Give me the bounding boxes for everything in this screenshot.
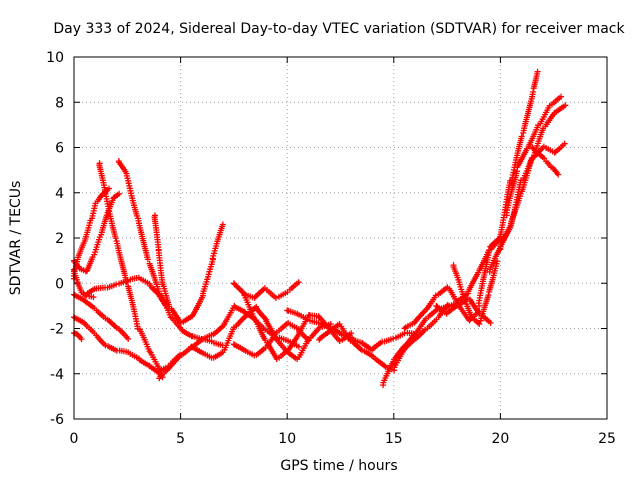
series-arc-18 xyxy=(380,234,504,389)
series-arc-25 xyxy=(503,93,564,219)
data-point-markers xyxy=(401,284,483,332)
series-arc-15 xyxy=(241,279,302,301)
series-arc-11 xyxy=(156,302,302,382)
y-tick-label: -4 xyxy=(50,367,64,383)
y-tick-label: -6 xyxy=(50,412,64,428)
data-point-markers xyxy=(503,93,564,219)
data-point-markers xyxy=(156,302,302,382)
series-arc-24 xyxy=(497,102,569,253)
x-tick-label: 15 xyxy=(385,431,403,447)
data-point-markers xyxy=(529,144,562,178)
y-tick-label: 4 xyxy=(55,186,64,202)
plot-frame xyxy=(73,56,608,420)
data-point-markers xyxy=(450,258,501,327)
x-tick-label: 5 xyxy=(176,431,185,447)
data-point-markers xyxy=(497,102,569,253)
x-tick-label: 10 xyxy=(278,431,296,447)
y-tick-label: 8 xyxy=(55,95,64,111)
y-tick-label: 0 xyxy=(55,276,64,292)
series-arc-26 xyxy=(529,144,562,178)
series-arc-19 xyxy=(401,284,483,332)
series-arc-12 xyxy=(188,303,334,363)
y-tick-label: -2 xyxy=(50,322,64,338)
series-arc-21 xyxy=(450,258,501,327)
data-point-markers xyxy=(380,234,504,389)
data-point-markers xyxy=(96,160,184,374)
data-point-markers xyxy=(188,303,334,363)
series-arc-8 xyxy=(96,160,184,374)
axis-ticks: 0 5 10 15 20 25 -6 -4 -2 0 2 4 6 8 10 xyxy=(46,50,616,447)
series-arc-9 xyxy=(115,158,226,349)
data-point-markers xyxy=(230,319,312,359)
y-tick-label: 2 xyxy=(55,231,64,247)
y-axis-label: SDTVAR / TECUs xyxy=(8,181,24,296)
data-point-markers xyxy=(151,212,226,326)
data-point-markers xyxy=(241,279,302,301)
data-point-markers xyxy=(115,158,226,349)
chart-title: Day 333 of 2024, Sidereal Day-to-day VTE… xyxy=(53,21,625,37)
x-tick-label: 0 xyxy=(70,431,79,447)
y-tick-label: 6 xyxy=(55,141,64,157)
series-arc-14 xyxy=(230,319,312,359)
y-tick-label: 10 xyxy=(46,50,64,66)
series-arc-10 xyxy=(151,212,226,326)
x-tick-label: 25 xyxy=(598,431,616,447)
data-series xyxy=(70,68,569,389)
x-tick-label: 20 xyxy=(491,431,509,447)
x-axis-label: GPS time / hours xyxy=(280,458,397,474)
